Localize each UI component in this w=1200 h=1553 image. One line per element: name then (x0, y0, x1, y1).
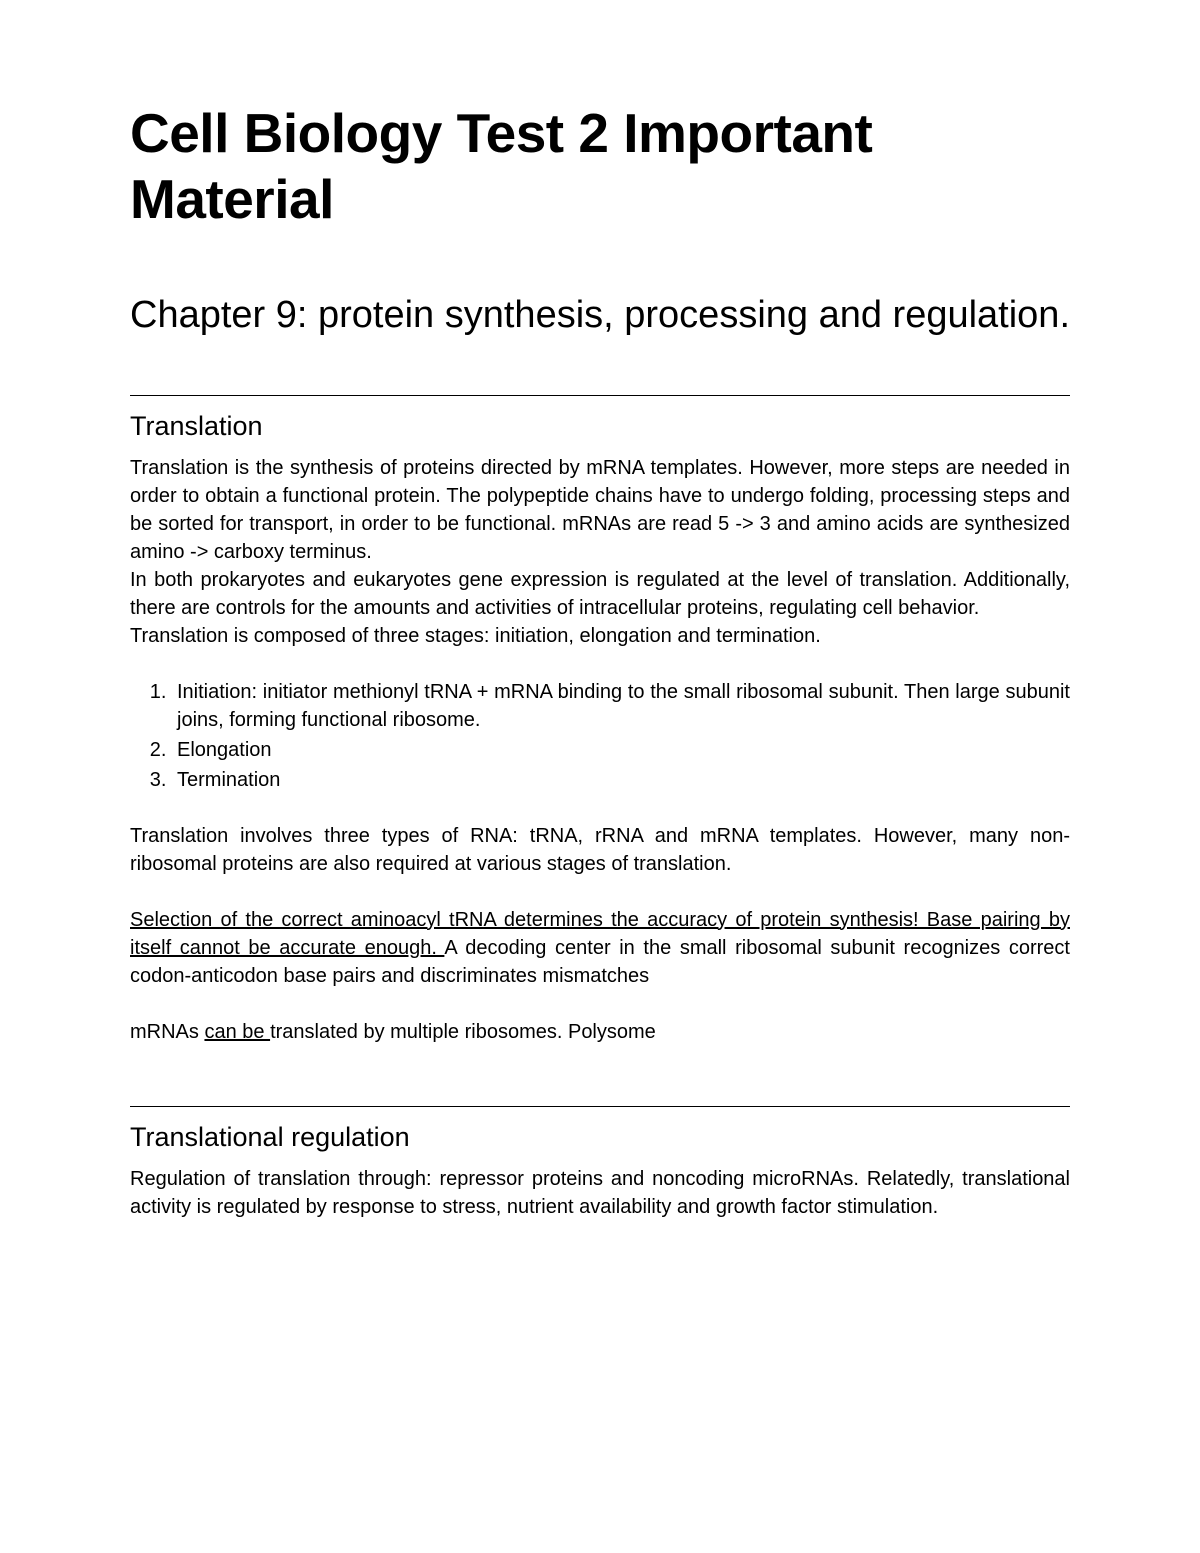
paragraph: Translation is the synthesis of proteins… (130, 454, 1070, 566)
stages-list: Initiation: initiator methionyl tRNA + m… (130, 678, 1070, 794)
document-title: Cell Biology Test 2 Important Material (130, 100, 1070, 232)
list-item: Termination (172, 766, 1070, 794)
section-translational-regulation: Translational regulation Regulation of t… (130, 1106, 1070, 1221)
paragraph: Selection of the correct aminoacyl tRNA … (130, 906, 1070, 990)
list-item: Initiation: initiator methionyl tRNA + m… (172, 678, 1070, 734)
section-translation: Translation Translation is the synthesis… (130, 395, 1070, 1046)
section-heading-translation: Translation (130, 411, 1070, 442)
section-divider (130, 395, 1070, 396)
text-span: mRNAs (130, 1021, 204, 1043)
underlined-text: can be (204, 1021, 270, 1043)
text-span: translated by multiple ribosomes. Polyso… (270, 1021, 656, 1043)
section-divider (130, 1106, 1070, 1107)
chapter-title: Chapter 9: protein synthesis, processing… (130, 292, 1070, 340)
paragraph: Translation involves three types of RNA:… (130, 822, 1070, 878)
paragraph: Translation is composed of three stages:… (130, 622, 1070, 650)
paragraph: Regulation of translation through: repre… (130, 1165, 1070, 1221)
section-heading-regulation: Translational regulation (130, 1122, 1070, 1153)
paragraph: mRNAs can be translated by multiple ribo… (130, 1018, 1070, 1046)
paragraph: In both prokaryotes and eukaryotes gene … (130, 566, 1070, 622)
list-item: Elongation (172, 736, 1070, 764)
